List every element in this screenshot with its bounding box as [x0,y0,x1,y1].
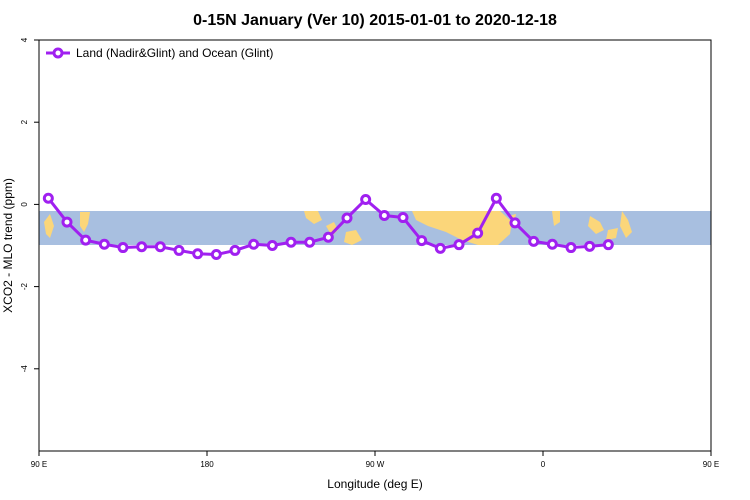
data-point [248,238,260,250]
y-axis-label: XCO2 - MLO trend (ppm) [1,178,15,313]
data-point [602,239,614,251]
y-tick-label: 4 [20,37,29,42]
map-background [39,211,711,245]
series-layer [42,192,614,261]
legend-label: Land (Nadir&Glint) and Ocean (Glint) [76,46,273,60]
data-point [434,242,446,254]
data-point [509,217,521,229]
land-mass [344,230,362,245]
x-tick-label: 180 [200,460,214,469]
data-point [192,248,204,260]
legend-marker [52,47,64,59]
data-point [98,238,110,250]
land-mass [588,216,604,234]
land-mass [44,214,54,238]
data-point [266,240,278,251]
data-point [80,234,92,246]
data-point [416,235,428,247]
data-point [360,193,372,205]
data-point [472,227,484,239]
data-point [173,244,185,256]
axes: 90 E 180 90 W 0 90 E 4 2 0 -2 -4 [20,37,719,469]
data-point [61,216,73,228]
data-point [341,212,353,224]
data-point [528,235,540,247]
land-mass [606,228,618,240]
land-mass [304,211,322,224]
x-tick-label: 0 [541,460,546,469]
data-point [453,239,465,251]
data-point [584,240,596,252]
land-mass [620,211,632,238]
chart-title: 0-15N January (Ver 10) 2015-01-01 to 202… [193,12,557,29]
data-point [229,244,241,256]
data-point [42,192,54,204]
plot-frame [38,39,712,452]
x-tick-label: 90 E [31,460,47,469]
data-point [285,236,297,248]
data-point [322,231,334,243]
data-point [546,238,558,250]
y-tick-label: -4 [20,365,29,373]
data-point [210,249,222,261]
x-tick-label: 90 E [703,460,719,469]
data-point [136,241,148,253]
data-point [397,212,409,224]
data-point [378,209,390,221]
data-point [490,192,502,204]
land-mass [80,212,90,232]
x-axis-label: Longitude (deg E) [327,477,422,491]
y-tick-label: -2 [20,282,29,290]
y-tick-label: 2 [20,119,29,124]
legend: Land (Nadir&Glint) and Ocean (Glint) [46,46,273,60]
land-mass [552,211,560,226]
x-tick-label: 90 W [366,460,385,469]
data-point [304,236,316,248]
y-tick-label: 0 [20,202,29,207]
data-point [154,241,166,253]
data-point [117,242,129,254]
data-point [565,242,577,254]
land-mass [412,211,512,245]
